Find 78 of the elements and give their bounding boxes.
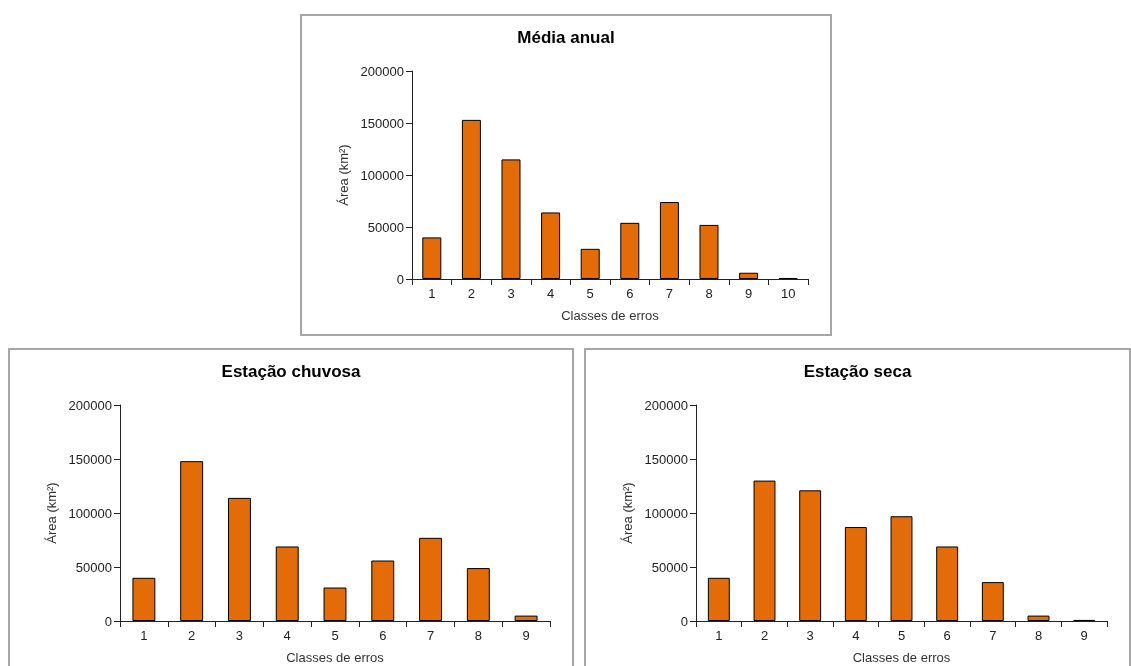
x-tick-label: 6 [943,628,951,643]
x-tick-label: 8 [705,286,713,301]
y-tick-label: 0 [396,271,404,287]
chart-title: Estação seca [803,362,912,381]
bar [707,577,730,621]
bar [501,159,521,279]
bar [620,222,640,279]
y-tick-label: 50000 [367,219,404,235]
y-tick-label: 50000 [75,559,112,575]
y-tick-label: 100000 [68,505,112,521]
bar [371,560,395,621]
y-tick-label: 0 [680,613,688,629]
bar [1027,615,1050,621]
bar [514,615,538,621]
y-tick-label: 100000 [360,167,404,183]
bar [422,237,442,279]
x-tick-label: 9 [744,286,753,301]
x-tick-label: 8 [474,628,482,643]
bar [180,461,204,621]
x-tick-label: 1 [428,286,436,301]
y-tick-label: 200000 [68,397,112,413]
x-tick-label: 5 [331,628,339,643]
y-tick-label: 150000 [360,115,404,131]
x-tick-label: 3 [507,286,515,301]
x-tick-label: 2 [467,286,476,301]
bar [659,202,679,279]
x-tick-label: 4 [546,286,555,301]
x-tick-label: 3 [806,628,814,643]
x-tick-label: 4 [283,628,291,643]
y-tick-label: 0 [104,613,112,629]
bar [466,568,490,621]
x-tick-label: 4 [852,628,860,643]
bar [753,480,776,621]
x-tick-label: 3 [235,628,244,643]
bar [981,582,1004,621]
bar [890,516,913,621]
y-axis-title: Área (km²) [335,144,351,206]
x-axis-title: Classes de erros [561,308,660,323]
x-tick-label: 6 [379,628,387,643]
bar [936,546,959,621]
x-tick-label: 7 [665,286,674,301]
x-tick-label: 7 [426,628,435,643]
x-axis-title: Classes de erros [852,650,951,665]
chart-title: Estação chuvosa [221,362,361,381]
x-tick-label: 7 [989,628,997,643]
x-tick-label: 1 [715,628,723,643]
bar [461,119,481,279]
x-tick-label: 2 [188,628,196,643]
x-tick-label: 5 [586,286,594,301]
x-axis-title: Classes de erros [286,650,385,665]
y-axis-title: Área (km²) [43,482,59,544]
bar [580,248,600,279]
y-axis-title: Área (km²) [619,482,635,544]
bar [419,537,443,621]
x-tick-label: 1 [140,628,148,643]
chart-title: Média anual [517,28,615,47]
bar [275,546,299,621]
y-tick-label: 100000 [644,505,688,521]
y-tick-label: 150000 [68,451,112,467]
x-tick-label: 5 [897,628,906,643]
x-tick-label: 10 [780,286,796,301]
bar [227,497,251,621]
x-tick-label: 9 [1080,628,1088,643]
y-tick-label: 200000 [644,397,688,413]
bar [739,272,759,279]
x-tick-label: 6 [626,286,634,301]
y-tick-label: 200000 [360,63,404,79]
bar [132,577,156,621]
bar [699,224,719,279]
x-tick-label: 9 [522,628,530,643]
bar [799,490,822,621]
bar [323,587,347,621]
bar [844,527,867,621]
y-tick-label: 50000 [651,559,688,575]
x-tick-label: 2 [760,628,769,643]
x-tick-label: 8 [1034,628,1043,643]
bar [541,212,561,279]
y-tick-label: 150000 [644,451,688,467]
